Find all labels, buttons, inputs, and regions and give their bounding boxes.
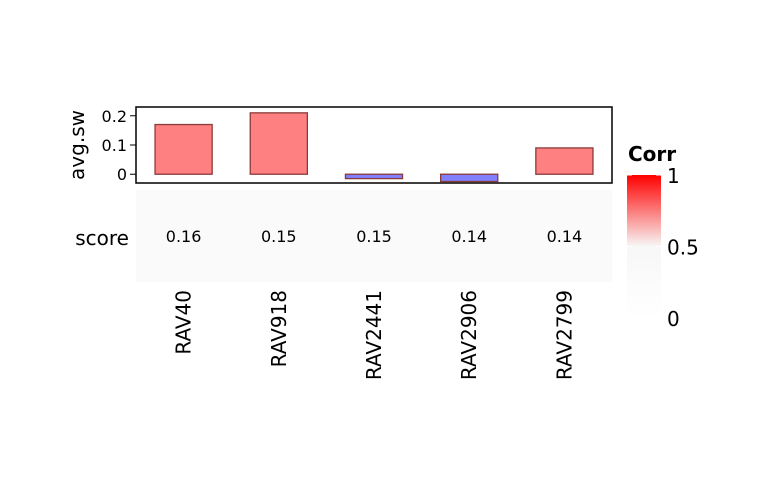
heatmap-cell [421,190,518,282]
column-label-rav2441: RAV2441 [362,290,386,380]
legend-colorbar [627,175,661,318]
column-label-rav40: RAV40 [172,290,196,355]
heatmap-cell-label: 0.14 [451,227,487,246]
heatmap-cell [231,190,327,282]
heatmap-cell-label: 0.16 [166,227,202,246]
heatmap-cell-label: 0.15 [261,227,297,246]
legend-tick-label: 0 [667,307,680,331]
bar-rav2906 [439,173,499,183]
legend-tick-label: 1 [667,164,680,188]
bar-rav918 [249,112,309,175]
legend-title: Corr [628,142,676,166]
column-label-rav2906: RAV2906 [457,290,481,380]
bar-rav2799 [535,147,594,175]
column-label-rav918: RAV918 [267,290,291,367]
ytick-label: 0 [117,165,127,184]
bar-rav40 [154,123,213,175]
ytick-label: 0.1 [102,136,127,155]
corr-legend: Corr 0 0.5 1 [627,142,699,331]
bar-annotation-y-axis: 0 0.1 0.2 [102,107,136,184]
column-labels: RAV40 RAV918 RAV2441 RAV2906 RAV2799 [172,290,577,380]
heatmap-cell [136,190,232,282]
heatmap-cell [326,190,423,282]
legend-tick-label: 0.5 [667,236,699,260]
bar-annotation-ylabel: avg.sw [65,110,89,180]
heatmap-cell-label: 0.14 [547,227,583,246]
heatmap-row: score 0.16 0.15 0.15 0.14 0.14 [75,190,613,282]
heatmap-row-label: score [75,226,129,250]
ytick-label: 0.2 [102,107,127,126]
column-label-rav2799: RAV2799 [552,290,576,380]
heatmap-cell [516,190,613,282]
bar-rav2441 [344,173,404,180]
bar-annotation: 0 0.1 0.2 avg.sw [65,106,613,184]
heatmap-cell-label: 0.15 [356,227,392,246]
